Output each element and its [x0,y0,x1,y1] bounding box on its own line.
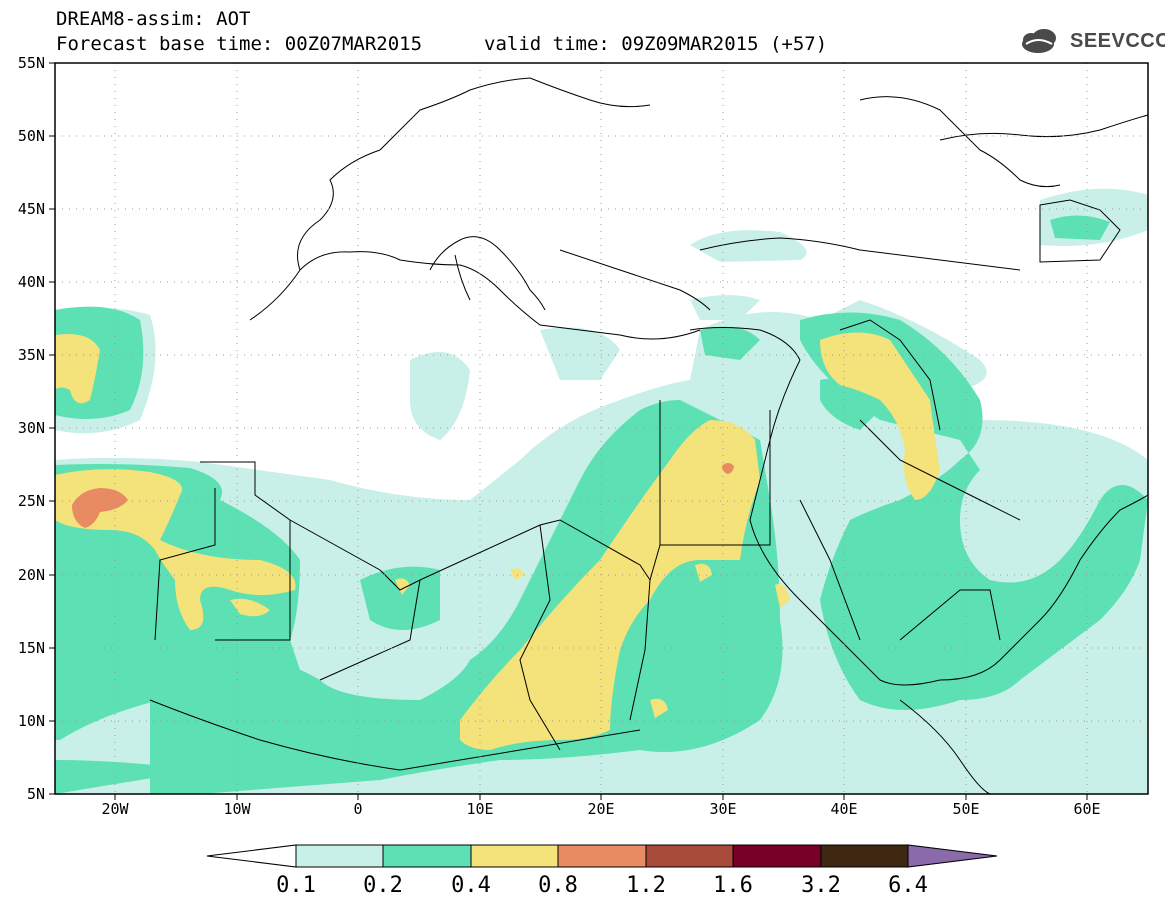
lat-label-15n: 15N [18,639,45,657]
lat-label-55n: 55N [18,54,45,72]
colorbar-label: 0.4 [451,873,491,898]
lat-label-10n: 10N [18,712,45,730]
lat-label-45n: 45N [18,200,45,218]
lat-label-50n: 50N [18,127,45,145]
lon-label-20e: 20E [587,800,614,818]
lat-label-35n: 35N [18,346,45,364]
colorbar-label: 0.1 [276,873,316,898]
colorbar-label: 3.2 [801,873,841,898]
forecast-base-time: Forecast base time: 00Z07MAR2015 [56,33,423,55]
colorbar-label: 0.2 [363,873,403,898]
aot-0.4-band [55,332,940,750]
lon-label-60e: 60E [1073,800,1100,818]
lat-label-30n: 30N [18,419,45,437]
lat-label-20n: 20N [18,566,45,584]
lat-label-40n: 40N [18,273,45,291]
colorbar-label: 6.4 [888,873,928,898]
logo-text: SEEVCCC [1070,30,1165,52]
colorbar-label: 1.2 [626,873,666,898]
lat-label-25n: 25N [18,492,45,510]
map-title: DREAM8-assim: AOT [56,8,251,30]
colorbar-label: 1.6 [713,873,753,898]
lon-label-40e: 40E [830,800,857,818]
seevccc-logo [1022,29,1056,53]
cloud-icon [1022,29,1056,53]
lon-label-10w: 10W [223,800,251,818]
valid-time: valid time: 09Z09MAR2015 (+57) [484,33,828,55]
lat-label-5n: 5N [27,785,45,803]
lon-label-10e: 10E [466,800,493,818]
tick-marks [49,62,1088,800]
lon-label-30e: 30E [709,800,736,818]
lon-label-20w: 20W [101,800,129,818]
aot-0.8-band [72,463,734,528]
borders-coastlines [149,77,1148,794]
lon-label-0: 0 [353,800,362,818]
graticule [55,63,1148,794]
colorbar-label: 0.8 [538,873,578,898]
lon-label-50e: 50E [952,800,979,818]
